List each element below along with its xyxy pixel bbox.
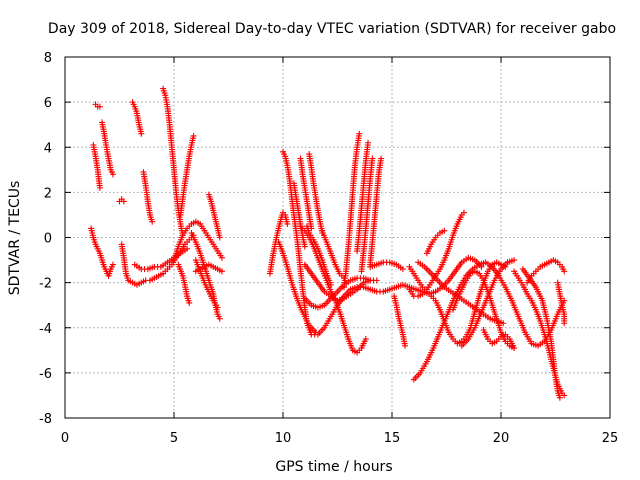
series-arc-c8 [480,327,518,352]
y-tick-label: -6 [39,367,52,382]
series-arc-c7 [458,257,518,349]
series-arc-b14 [358,155,376,275]
data-point-marker [561,268,568,275]
data-point-marker [402,342,409,349]
data-point-marker [362,336,369,343]
series-arc-b9 [303,223,334,288]
series-arc-a11 [177,132,197,218]
series-arc-c5 [423,227,448,257]
series-arc-a2 [92,101,103,110]
y-tick-label: -2 [39,277,52,292]
y-tick-label: -8 [39,412,52,427]
series-arc-a10 [160,85,186,239]
data-point-marker [301,243,308,250]
data-point-marker [373,277,380,284]
series-arc-b11 [319,227,348,282]
y-tick-label: -4 [39,322,52,337]
data-point-marker [500,320,507,327]
series-arc-b5 [297,223,369,356]
y-axis-label: SDTVAR / TECUs [7,181,23,296]
x-tick-label: 20 [493,431,510,446]
data-point-marker [356,130,363,137]
series-arc-a1 [90,141,103,191]
series-arc-b13 [354,139,372,255]
data-point-marker [214,304,221,311]
data-point-marker [556,394,563,401]
data-point-marker [561,320,568,327]
data-point-marker [96,103,103,110]
data-point-marker [511,257,518,264]
data-points [88,85,568,401]
series-arc-c6 [450,268,518,352]
series-arc-b17 [391,293,409,349]
data-point-marker [367,277,374,284]
series-arc-a7 [129,99,145,137]
series-arc-b3 [275,239,319,336]
data-point-marker [218,254,225,261]
data-point-marker [109,261,116,268]
grid-lines [65,57,610,418]
series-arc-c12 [554,279,568,327]
data-point-marker [218,268,225,275]
x-tick-label: 10 [275,431,292,446]
series-arc-c11 [524,257,568,286]
x-axis-label: GPS time / hours [275,459,392,475]
data-point-marker [120,198,127,205]
data-point-marker [378,155,385,162]
series-arc-a12 [171,218,225,264]
series-arc-a8 [140,169,156,225]
y-tick-label: 8 [44,51,52,66]
data-point-marker [365,139,372,146]
data-point-marker [190,132,197,139]
y-tick-label: 6 [44,96,52,111]
series-arc-a16 [205,191,223,241]
series-arc-b12 [341,130,363,291]
data-point-marker [186,299,193,306]
data-point-marker [327,281,334,288]
data-point-marker [138,130,145,137]
x-tick-label: 15 [384,431,401,446]
series-arc-b16 [367,259,406,273]
series-arc-b8 [301,275,374,311]
series-arc-a6 [118,232,197,288]
series-arc-a3 [99,119,116,178]
data-point-marker [312,329,319,336]
series-arc-a5 [116,196,127,205]
series-arc-b15 [367,155,385,268]
series-arc-a17 [192,261,225,275]
data-point-marker [284,220,291,227]
data-point-marker [561,392,568,399]
data-point-marker [216,315,223,322]
series-arc-b6 [297,155,315,232]
x-tick-label: 0 [61,431,69,446]
data-point-marker [109,171,116,178]
data-point-marker [96,184,103,191]
y-tick-label: 2 [44,186,52,201]
data-point-marker [216,234,223,241]
series-arc-a4 [88,225,116,279]
y-tick-label: 0 [44,232,52,247]
x-tick-label: 25 [602,431,619,446]
series-arc-c2 [406,209,467,300]
data-point-marker [441,227,448,234]
series-arc-b1 [266,209,291,277]
chart-title: Day 309 of 2018, Sidereal Day-to-day VTE… [48,21,616,37]
data-point-marker [149,218,156,225]
data-point-marker [369,155,376,162]
data-point-marker [511,345,518,352]
data-point-marker [184,245,191,252]
x-tick-label: 5 [170,431,178,446]
series-arc-a13 [175,261,193,306]
data-point-marker [460,209,467,216]
y-tick-label: 4 [44,141,52,156]
data-point-marker [399,266,406,273]
series-arc-c10 [519,266,563,401]
